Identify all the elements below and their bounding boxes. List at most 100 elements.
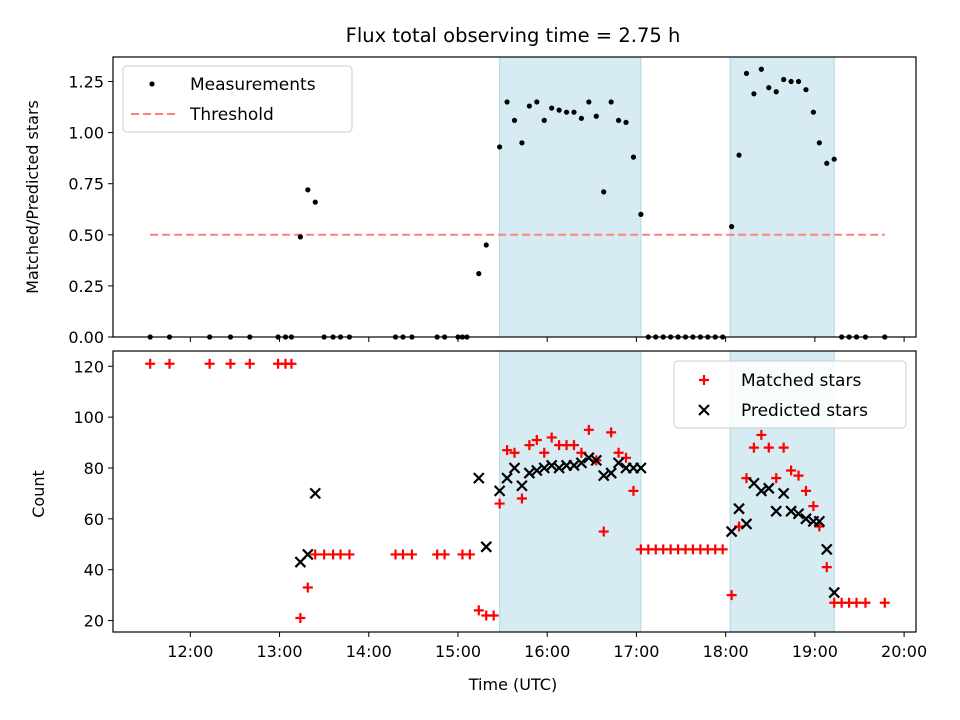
matched-star-marker <box>583 424 594 435</box>
predicted-star-marker <box>763 482 775 495</box>
measurement-point <box>563 109 570 115</box>
measurement-point <box>810 109 816 115</box>
matched-star-marker <box>295 613 306 624</box>
measurement-point <box>743 70 750 76</box>
matched-star-marker <box>771 473 782 484</box>
top-legend-box <box>122 65 353 133</box>
x-axis-label: Time (UTC) <box>468 675 557 694</box>
predicted-star-marker <box>792 507 805 520</box>
matched-star-marker <box>628 485 639 496</box>
x-tick-label: 13:00 <box>256 642 302 661</box>
legend-measurements-label: Measurements <box>190 75 316 95</box>
predicted-star-marker <box>531 464 543 477</box>
predicted-star-marker <box>473 472 485 484</box>
measurement-point <box>312 199 318 205</box>
legend-matched-label: Matched stars <box>741 371 861 391</box>
measurement-point <box>556 107 562 113</box>
bottom-y-tick-label: 80 <box>84 459 104 478</box>
legend-predicted-label: Predicted stars <box>741 401 868 421</box>
matched-star-marker <box>335 549 346 560</box>
measurement-point <box>615 117 622 123</box>
matched-star-marker <box>860 597 871 608</box>
top-shaded-interval <box>729 56 835 338</box>
measurement-point <box>571 109 577 115</box>
measurement-point <box>638 211 644 217</box>
predicted-star-marker <box>605 467 617 479</box>
predicted-star-marker <box>800 513 812 525</box>
measurement-point <box>504 99 510 105</box>
matched-star-marker <box>516 493 527 504</box>
matched-star-marker <box>546 432 557 443</box>
measurement-point <box>586 99 592 105</box>
predicted-star-marker <box>508 462 521 474</box>
measurement-point <box>601 189 607 195</box>
matched-star-marker <box>613 447 624 458</box>
top-shaded-interval <box>499 56 642 338</box>
measurement-point <box>578 115 585 121</box>
measurement-point <box>788 78 794 85</box>
matched-star-marker <box>397 549 408 560</box>
measurement-point <box>549 105 555 111</box>
matched-star-marker <box>821 562 832 573</box>
legend-measurement-marker <box>149 81 155 87</box>
bottom-plot: 20 40 60 80 100 120 12:00 13:00 14:00 15:00 16:00 1… <box>73 350 927 661</box>
matched-star-marker <box>539 447 550 458</box>
measurement-point <box>519 140 525 146</box>
predicted-star-marker <box>725 525 738 538</box>
matched-star-marker <box>502 445 513 456</box>
predicted-star-marker <box>597 469 610 482</box>
bottom-y-axis-label: Count <box>29 470 48 518</box>
x-tick-label: 18:00 <box>703 642 749 661</box>
predicted-star-marker <box>516 480 528 492</box>
matched-star-marker <box>225 358 236 369</box>
top-y-tick-label: 1.00 <box>68 124 104 143</box>
predicted-star-marker <box>568 459 580 472</box>
predicted-star-marker <box>583 452 595 464</box>
top-y-tick-label: 0.50 <box>68 226 104 245</box>
top-axes-frame <box>112 56 917 338</box>
predicted-star-marker <box>635 462 647 474</box>
matched-star-marker <box>406 549 417 560</box>
bottom-shaded-interval <box>499 350 642 633</box>
top-y-axis-label: Matched/Predicted stars <box>23 100 42 294</box>
legend-matched-marker <box>699 375 709 385</box>
matched-star-marker <box>531 435 542 446</box>
measurement-point <box>526 103 532 109</box>
predicted-star-marker <box>770 505 782 517</box>
bottom-axes-frame <box>112 350 917 633</box>
measurement-point <box>608 99 614 105</box>
measurement-point <box>305 187 311 193</box>
predicted-star-marker <box>575 457 588 469</box>
top-y-tick-label: 0.00 <box>68 328 104 347</box>
predicted-star-marker <box>480 541 493 553</box>
matched-star-marker <box>717 544 728 555</box>
bottom-legend: Matched stars Predicted stars <box>673 360 907 429</box>
measurement-point <box>816 140 822 146</box>
predicted-star-marker <box>777 487 790 500</box>
predicted-star-marker <box>493 485 506 497</box>
matched-star-marker <box>726 590 737 601</box>
top-y-tick-label: 1.25 <box>68 73 104 92</box>
predicted-star-marker <box>740 518 753 530</box>
legend-predicted-marker <box>698 404 710 416</box>
matched-star-marker <box>879 597 890 608</box>
bottom-y-tick-label: 100 <box>73 408 104 427</box>
predicted-star-marker <box>545 459 558 472</box>
measurement-point <box>736 152 742 158</box>
measurement-point <box>593 113 599 119</box>
matched-star-marker <box>598 526 609 537</box>
measurement-point <box>803 87 809 93</box>
matched-star-marker <box>488 610 499 621</box>
bottom-y-tick-label: 120 <box>73 357 104 376</box>
predicted-star-marker <box>828 586 840 599</box>
bottom-y-tick-label: 60 <box>84 510 104 529</box>
measurement-point <box>751 91 757 97</box>
measurement-point <box>623 119 629 126</box>
matched-star-marker <box>851 597 862 608</box>
matched-star-marker <box>756 429 767 440</box>
predicted-star-marker <box>302 548 314 561</box>
measurement-point <box>511 117 518 123</box>
measurement-point <box>766 85 772 91</box>
matched-star-marker <box>145 358 156 369</box>
